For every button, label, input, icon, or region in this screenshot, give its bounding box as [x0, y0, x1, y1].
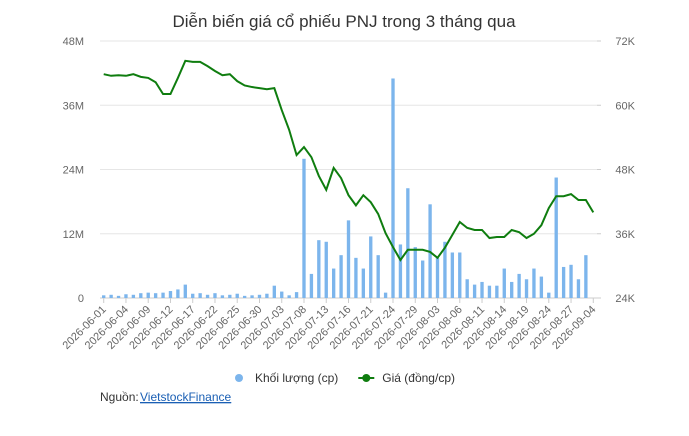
source-label: Nguồn:: [100, 390, 139, 404]
volume-bar: [435, 257, 440, 298]
volume-bar: [228, 294, 232, 298]
source-link[interactable]: VietstockFinance: [140, 390, 231, 404]
y2-tick-label: 72K: [615, 36, 635, 48]
volume-bar: [443, 241, 447, 298]
volume-bar: [495, 285, 499, 298]
y2-tick-label: 48K: [615, 165, 635, 177]
y2-tick-label: 36K: [615, 229, 635, 241]
volume-bar: [168, 291, 173, 298]
volume-bar: [131, 294, 136, 298]
chart-title: Diễn biến giá cổ phiếu PNJ trong 3 tháng…: [172, 12, 516, 31]
volume-bar: [369, 236, 373, 298]
volume-bar: [317, 240, 321, 298]
volume-bar: [183, 284, 187, 298]
volume-bar: [102, 295, 106, 298]
volume-bar: [547, 292, 551, 298]
y2-tick-label: 60K: [615, 100, 635, 112]
legend-marker: [235, 374, 243, 382]
volume-bar: [413, 247, 417, 298]
volume-bar: [176, 289, 180, 298]
y-tick-label: 0: [78, 293, 84, 305]
volume-bar: [242, 295, 247, 298]
volume-bar: [302, 158, 306, 298]
y-tick-label: 48M: [63, 36, 84, 48]
volume-bar: [153, 293, 158, 298]
volume-bar: [294, 292, 299, 298]
volume-bar: [458, 252, 462, 298]
y-tick-label: 36M: [63, 100, 84, 112]
volume-bar: [205, 294, 210, 298]
volume-bar: [331, 268, 336, 298]
y-tick-label: 12M: [63, 229, 84, 241]
volume-bar: [109, 294, 113, 298]
volume-bar: [272, 285, 276, 298]
volume-bar: [265, 293, 269, 298]
volume-bar: [191, 293, 195, 298]
volume-bar: [406, 188, 410, 298]
volume-bar: [524, 279, 529, 298]
volume-bar: [124, 294, 128, 298]
volume-bar: [539, 276, 544, 298]
volume-bar: [280, 291, 284, 298]
volume-bar: [139, 293, 143, 298]
volume-bar: [517, 273, 521, 298]
volume-bar: [361, 268, 366, 298]
source-link-text[interactable]: VietstockFinance: [140, 390, 231, 404]
y2-tick-label: 24K: [615, 293, 635, 305]
volume-bar: [116, 295, 121, 298]
volume-bar: [257, 294, 262, 298]
volume-bar: [146, 292, 150, 298]
volume-bar: [309, 273, 314, 298]
legend-label: Khối lượng (cp): [255, 371, 338, 385]
volume-bar: [510, 281, 514, 298]
volume-bar: [235, 293, 239, 298]
volume-bar: [487, 285, 492, 298]
volume-bar: [576, 279, 581, 298]
volume-bar: [220, 295, 225, 298]
volume-bar: [421, 260, 425, 298]
legend-label: Giá (đồng/cp): [382, 371, 455, 385]
volume-bar: [391, 78, 395, 299]
legend-marker: [362, 374, 371, 382]
volume-bar: [287, 295, 291, 298]
volume-bar: [213, 293, 217, 298]
volume-bar: [502, 268, 506, 298]
volume-bar: [250, 295, 254, 298]
volume-bar: [198, 293, 202, 298]
volume-bar: [554, 177, 558, 298]
volume-bar: [532, 268, 536, 298]
volume-bar: [346, 220, 351, 298]
volume-bar: [398, 244, 403, 298]
volume-bar: [561, 266, 566, 298]
volume-bar: [472, 284, 477, 298]
volume-bar: [383, 292, 388, 298]
volume-bar: [339, 255, 343, 298]
price-line: [103, 59, 595, 262]
volume-bar: [376, 255, 380, 298]
volume-bar: [161, 292, 165, 298]
volume-bar: [569, 264, 573, 298]
y-tick-label: 24M: [63, 165, 84, 177]
volume-bar: [480, 281, 484, 298]
volume-bar: [450, 252, 455, 298]
volume-bar: [354, 257, 358, 298]
volume-bar: [324, 241, 328, 298]
volume-bar: [584, 255, 588, 298]
volume-bar: [465, 279, 469, 298]
